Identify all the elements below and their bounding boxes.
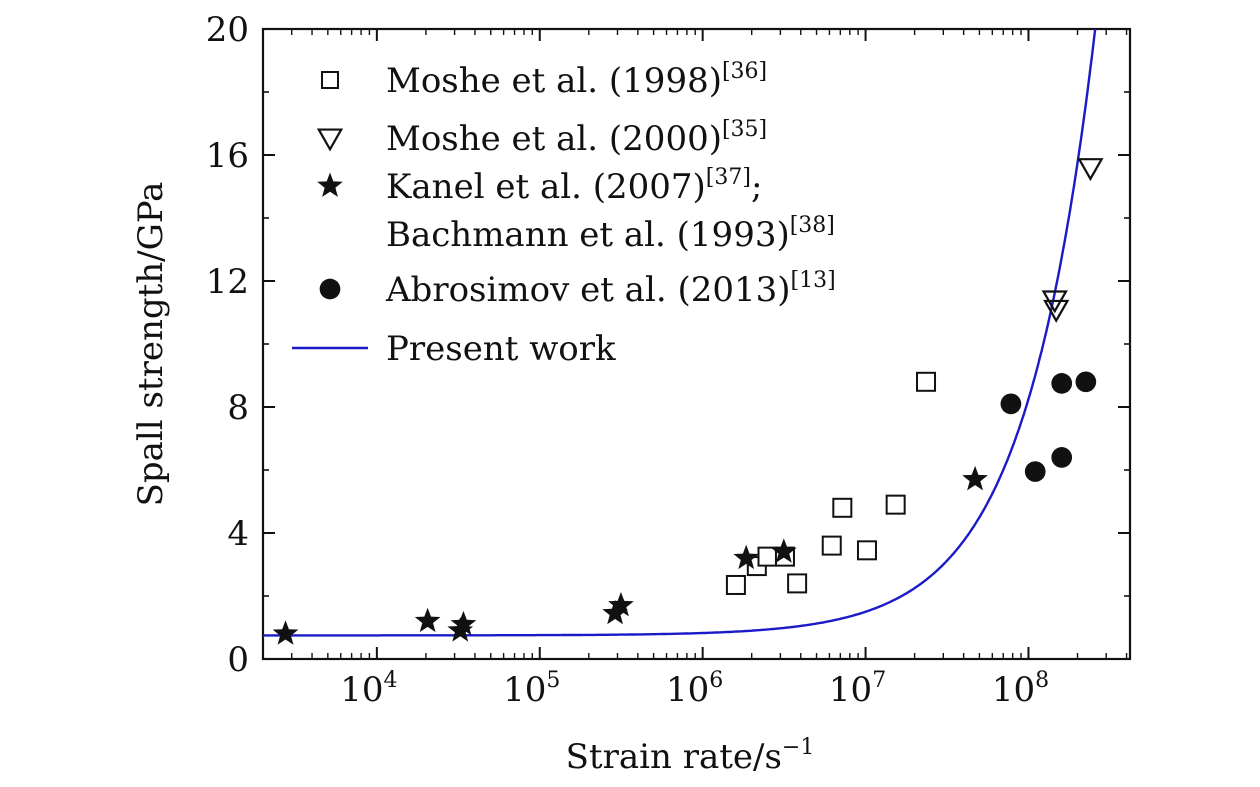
legend-marker-circle-filled — [319, 278, 341, 300]
data-point-star-filled — [771, 538, 797, 563]
legend-label: Moshe et al. (1998)[36] — [386, 59, 767, 101]
x-tick-label: 108 — [992, 668, 1049, 710]
data-point-circle-filled — [1024, 461, 1046, 482]
legend-label: Present work — [386, 329, 616, 369]
data-point-star-filled — [608, 592, 634, 617]
legend: Moshe et al. (1998)[36] Moshe et al. (200… — [292, 59, 836, 369]
data-point-square-open — [916, 371, 937, 392]
legend-label-2: Bachmann et al. (1993)[38] — [386, 213, 835, 255]
data-point-triangle-down-open — [1077, 158, 1104, 182]
data-point-square-open — [821, 535, 842, 556]
data-point-star-filled — [962, 465, 988, 491]
axis-ticks: 0 4 8 12 16 20 104 105 106 107 108 — [206, 10, 1130, 710]
data-point-star-filled — [414, 607, 441, 633]
data-point-circle-filled — [1000, 393, 1022, 415]
y-tick-label: 4 — [227, 514, 249, 554]
legend-label: Abrosimov et al. (2013)[13] — [385, 268, 836, 310]
y-axis-label: Spall strength/GPa — [131, 182, 171, 507]
legend-label: Moshe et al. (2000)[35] — [386, 117, 767, 159]
data-point-star-filled — [272, 620, 299, 645]
data-point-circle-filled — [1075, 371, 1097, 393]
data-point-triangle-down-open — [1043, 299, 1070, 323]
data-markers — [272, 158, 1104, 645]
data-point-circle-filled — [1051, 373, 1073, 394]
x-tick-label: 106 — [666, 668, 723, 710]
data-point-square-open — [885, 494, 906, 515]
data-point-star-filled — [733, 544, 759, 570]
data-point-square-open — [856, 540, 877, 561]
x-tick-label: 107 — [829, 668, 886, 710]
y-tick-label: 16 — [206, 136, 249, 176]
data-point-circle-filled — [1051, 447, 1073, 468]
present-work-curve-layer — [263, 28, 1097, 637]
x-axis-label: Strain rate/s−1 — [566, 735, 815, 777]
x-tick-label: 104 — [340, 668, 397, 710]
data-point-star-filled — [450, 610, 477, 636]
legend-marker-triangle-down-open — [316, 128, 344, 152]
data-point-square-open — [787, 573, 808, 594]
y-tick-label: 20 — [206, 10, 249, 50]
data-point-square-open — [757, 546, 778, 567]
legend-marker-square-open — [321, 71, 339, 89]
y-tick-label: 12 — [206, 262, 249, 302]
y-tick-label: 0 — [227, 640, 249, 680]
present-work-curve — [263, 28, 1097, 637]
x-tick-label: 105 — [503, 668, 560, 710]
data-point-square-open — [725, 574, 746, 595]
legend-marker-star-filled — [317, 172, 343, 197]
axis-labels: Spall strength/GPa Strain rate/s−1 — [131, 182, 814, 777]
legend-label: Kanel et al. (2007)[37]; — [386, 165, 762, 207]
y-tick-label: 8 — [227, 388, 249, 428]
data-point-square-open — [832, 497, 853, 518]
